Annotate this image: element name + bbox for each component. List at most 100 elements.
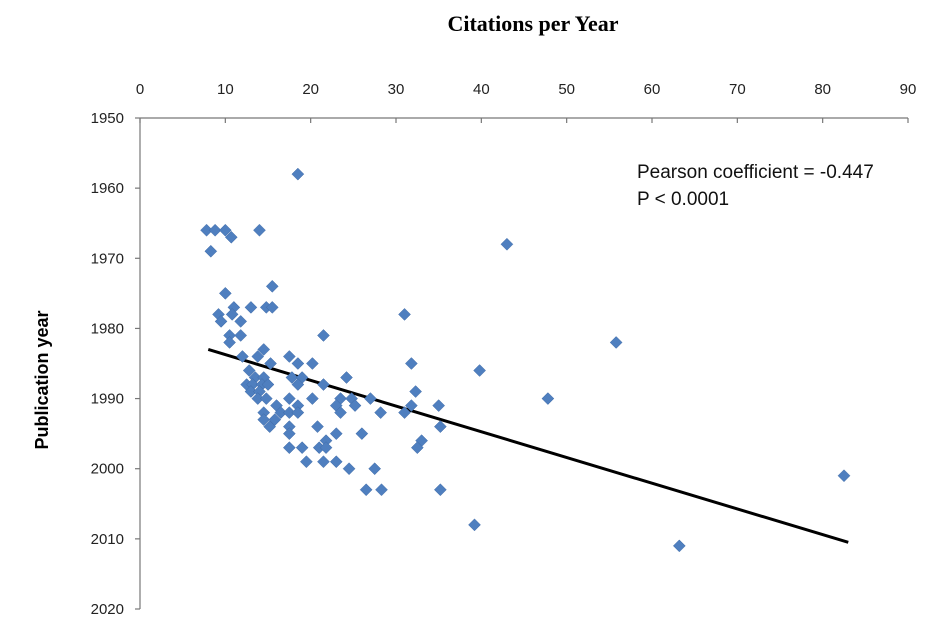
data-point [355,427,369,440]
data-point [282,392,296,405]
data-point [234,329,248,342]
data-point [311,420,324,433]
data-point [263,420,277,433]
data-point [291,167,305,181]
data-point [374,406,387,419]
data-point [329,455,343,469]
data-point [236,350,249,363]
data-point [672,539,686,553]
data-point [317,378,330,391]
data-point [291,406,305,419]
data-point [319,441,333,455]
data-point [200,223,213,237]
x-tick-label: 60 [644,81,661,98]
data-point [274,406,288,419]
data-point [257,343,271,356]
pearson-coefficient-annotation: Pearson coefficient = -0.447 [637,162,874,183]
data-point [434,483,447,497]
x-tick-label: 10 [217,81,234,98]
x-axis-ticks: 0 10 20 30 40 50 60 70 80 90 [136,81,917,123]
data-point [295,441,309,455]
data-point [398,406,411,419]
data-point [306,357,319,370]
data-point [244,385,258,398]
data-point [348,399,362,412]
data-point [405,357,418,370]
x-tick-label: 90 [900,81,917,98]
data-point [329,427,343,440]
data-point [214,315,228,328]
p-value-annotation: P < 0.0001 [637,189,729,210]
y-tick-label: 1970 [91,250,124,267]
axes [139,117,908,609]
y-tick-label: 2010 [91,531,124,548]
data-point [368,462,382,476]
data-point [259,392,273,405]
y-axis-ticks: 1950 1960 1970 1980 1990 2000 2010 2020 [91,110,140,618]
data-point [282,406,296,419]
x-tick-label: 20 [302,81,319,98]
x-tick-label: 0 [136,81,144,98]
data-point [242,364,256,377]
data-point [432,399,446,412]
data-point [251,350,265,363]
data-point [837,469,851,483]
data-point [340,371,353,384]
trendline-layer [207,348,849,544]
y-tick-label: 1990 [91,391,124,408]
data-point [251,392,265,405]
data-point [265,301,279,314]
x-tick-label: 30 [388,81,405,98]
data-point [282,350,296,363]
trendline [207,348,849,544]
data-point [264,357,277,370]
data-point [218,223,232,237]
y-axis-label: Publication year [32,310,52,449]
data-point [223,336,236,349]
data-point [265,279,279,293]
data-point [204,244,218,258]
data-point [364,392,377,405]
data-point [359,483,373,497]
data-point [253,223,266,237]
y-tick-label: 1950 [91,110,124,127]
data-point [225,308,239,321]
y-tick-label: 2020 [91,601,124,618]
x-tick-label: 50 [558,81,575,98]
data-point [375,483,388,497]
y-tick-label: 2000 [91,461,124,478]
data-point [224,230,238,244]
data-point [257,413,271,426]
data-point [208,223,222,237]
data-point [244,301,258,314]
data-point [317,455,330,469]
data-point [468,518,481,532]
data-point [409,385,422,398]
data-point [261,378,275,391]
data-point [300,455,313,469]
data-point [218,287,232,300]
data-point [405,399,418,412]
data-point [473,364,486,377]
data-point [541,392,555,405]
data-point [334,406,347,419]
data-point [234,315,248,328]
data-points [200,167,851,553]
data-point [609,336,623,349]
data-point [291,378,305,391]
data-point [285,371,299,384]
y-tick-label: 1960 [91,180,124,197]
x-tick-label: 70 [729,81,746,98]
x-tick-label: 40 [473,81,490,98]
data-point [434,420,447,433]
chart-title: Citations per Year [447,11,618,36]
data-point [317,329,330,342]
data-point [282,427,296,440]
x-tick-label: 80 [814,81,831,98]
data-point [306,392,319,405]
y-tick-label: 1980 [91,320,124,337]
data-point [291,357,305,370]
data-point [410,441,424,455]
data-point [282,441,296,455]
